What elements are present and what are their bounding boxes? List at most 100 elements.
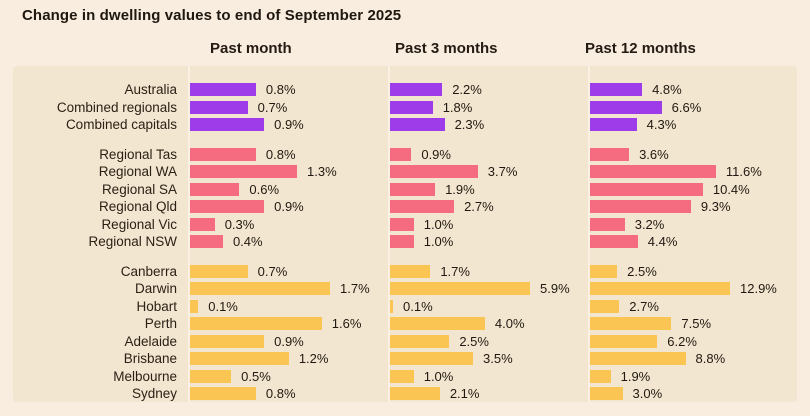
bar (190, 100, 248, 114)
chart-cell: 1.7% (390, 264, 590, 279)
value-label: 1.6% (331, 316, 362, 332)
row-label: Melbourne (113, 368, 177, 384)
chart-cell: 0.4% (190, 234, 390, 249)
chart-row: Hobart 0.1% 0.1% 2.7% (13, 298, 797, 316)
chart-cell: 2.7% (390, 199, 590, 214)
bar (190, 217, 215, 231)
chart-cell: 0.9% (190, 334, 390, 349)
bar (190, 387, 256, 401)
bar (190, 352, 289, 366)
chart-row: Australia 0.8% 2.2% 4.8% (13, 81, 797, 99)
chart-cell: 1.7% (190, 281, 390, 296)
bar (590, 217, 625, 231)
bar (590, 352, 686, 366)
bar (190, 299, 199, 313)
chart-row: Regional Qld 0.9% 2.7% 9.3% (13, 198, 797, 216)
bar (390, 235, 414, 249)
row-label: Darwin (134, 281, 177, 297)
chart-cell: 1.0% (390, 217, 590, 232)
row-label: Sydney (131, 386, 177, 402)
value-label: 4.4% (647, 234, 678, 250)
bar (590, 100, 662, 114)
value-label: 0.7% (257, 263, 288, 279)
bar (390, 369, 414, 383)
value-label: 1.0% (423, 216, 454, 232)
axis-baseline-col3 (588, 66, 590, 402)
value-label: 6.6% (671, 99, 702, 115)
chart-cell: 6.6% (590, 100, 790, 115)
row-label: Canberra (120, 263, 177, 279)
chart-cell: 0.8% (190, 147, 390, 162)
row-label: Australia (124, 82, 177, 98)
bar (590, 264, 618, 278)
chart-row: Adelaide 0.9% 2.5% 6.2% (13, 333, 797, 351)
groups: Australia 0.8% 2.2% 4.8% Combined regionals 0… (13, 81, 797, 403)
chart-row: Brisbane 1.2% 3.5% 8.8% (13, 350, 797, 368)
bar (590, 299, 620, 313)
value-label: 2.2% (452, 82, 482, 98)
axis-baseline-col2 (388, 66, 390, 402)
value-label: 4.8% (652, 82, 682, 98)
column-header-past-12-months: Past 12 months (577, 40, 777, 58)
chart-row: Regional SA 0.6% 1.9% 10.4% (13, 181, 797, 199)
chart-cell: 0.5% (190, 369, 390, 384)
value-label: 12.9% (740, 281, 777, 297)
chart-cell: 2.3% (390, 117, 590, 132)
value-label: 1.9% (620, 368, 651, 384)
bar (390, 334, 450, 348)
chart-cell: 0.9% (390, 147, 590, 162)
chart-cell: 2.2% (390, 82, 590, 97)
column-header-past-3-months: Past 3 months (377, 40, 577, 58)
chart-cell: 1.0% (390, 234, 590, 249)
chart-row: Regional Vic 0.3% 1.0% 3.2% (13, 216, 797, 234)
value-label: 4.0% (494, 316, 525, 332)
value-label: 0.1% (208, 298, 238, 314)
bar (390, 317, 485, 331)
bar (590, 334, 658, 348)
value-label: 0.5% (241, 368, 271, 384)
column-header-label: Past month (210, 40, 292, 57)
chart-cell: 1.9% (390, 182, 590, 197)
chart-row: Melbourne 0.5% 1.0% 1.9% (13, 368, 797, 386)
chart-cell: 12.9% (590, 281, 790, 296)
chart-row: Regional NSW 0.4% 1.0% 4.4% (13, 233, 797, 251)
row-label: Regional Tas (99, 146, 177, 162)
row-label: Adelaide (124, 333, 177, 349)
value-label: 1.0% (423, 368, 454, 384)
chart-cell: 1.6% (190, 316, 390, 331)
value-label: 1.9% (445, 181, 475, 197)
value-label: 0.9% (274, 199, 304, 215)
value-label: 1.3% (307, 164, 337, 180)
chart-row: Regional WA 1.3% 3.7% 11.6% (13, 163, 797, 181)
value-label: 0.6% (249, 181, 280, 197)
bar (590, 165, 716, 179)
chart-cell: 6.2% (590, 334, 790, 349)
value-label: 3.0% (632, 386, 663, 402)
value-label: 0.8% (265, 386, 296, 402)
value-label: 2.5% (459, 333, 489, 349)
value-label: 3.7% (487, 164, 518, 180)
value-label: 0.7% (257, 99, 288, 115)
bar (190, 200, 265, 214)
bar (590, 387, 623, 401)
chart-cell: 11.6% (590, 164, 790, 179)
bar (590, 317, 672, 331)
value-label: 1.8% (442, 99, 473, 115)
bar (590, 118, 637, 132)
value-label: 2.3% (454, 117, 485, 133)
value-label: 1.7% (340, 281, 370, 297)
bar (190, 264, 248, 278)
chart-row: Combined regionals 0.7% 1.8% 6.6% (13, 99, 797, 117)
chart-cell: 0.8% (190, 82, 390, 97)
bar (590, 282, 730, 296)
chart-cell: 7.5% (590, 316, 790, 331)
bar (190, 118, 265, 132)
value-label: 3.6% (639, 146, 669, 162)
value-label: 0.9% (274, 117, 304, 133)
chart-row: Sydney 0.8% 2.1% 3.0% (13, 385, 797, 403)
value-label: 3.5% (483, 351, 513, 367)
row-label: Hobart (136, 298, 177, 314)
bar (390, 182, 436, 196)
chart-cell: 8.8% (590, 351, 790, 366)
chart-cell: 2.1% (390, 386, 590, 401)
